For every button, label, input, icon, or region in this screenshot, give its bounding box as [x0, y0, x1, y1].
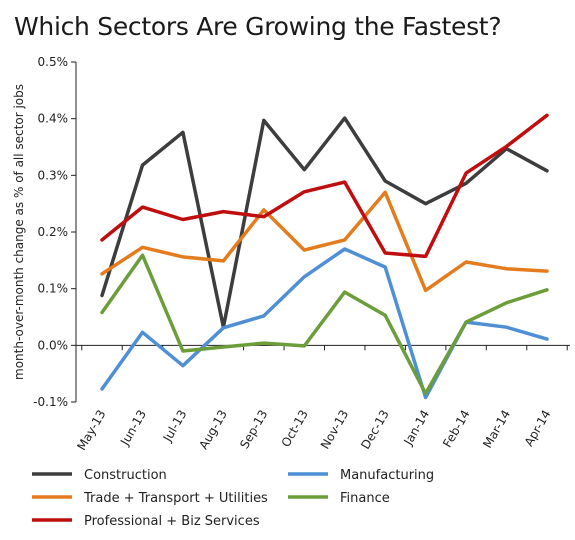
series-line-finance — [100, 253, 549, 396]
series-line-manufacturing — [100, 247, 549, 400]
y-tick-label: -0.1% — [33, 395, 68, 409]
x-tick-labels: May-13 Jun-13 Jul-13 Aug-13 Sep-13 Oct-13 Nov-… — [74, 407, 553, 452]
legend-label: Professional + Biz Services — [84, 514, 260, 529]
x-tick-label: Sep-13 — [237, 408, 270, 452]
y-tick-label: 0.3% — [38, 168, 69, 182]
legend-label: Trade + Transport + Utilities — [83, 491, 268, 506]
y-tick-label: 0.0% — [38, 338, 69, 352]
x-tick-label: Oct-13 — [279, 408, 311, 450]
legend: Construction Manufacturing Trade + Transpo… — [32, 468, 434, 529]
y-axis-label: month-over-month change as % of all sect… — [12, 84, 26, 380]
x-tick-label: Jan-14 — [401, 408, 433, 449]
series-line-trade-transport-utilities — [100, 190, 549, 293]
x-tick-label: Feb-14 — [440, 408, 473, 450]
x-tick-label: Aug-13 — [196, 408, 230, 452]
series-line-professional-biz-services — [100, 113, 549, 259]
x-tick-label: May-13 — [74, 408, 108, 453]
y-tick-label: 0.2% — [38, 225, 69, 239]
legend-label: Manufacturing — [340, 468, 434, 483]
chart-title: Which Sectors Are Growing the Fastest? — [14, 12, 502, 41]
series-line-construction — [100, 116, 549, 329]
x-tick-label: Jul-13 — [160, 408, 190, 445]
x-tick-label: Mar-14 — [480, 407, 513, 450]
x-tick-label: Dec-13 — [358, 408, 392, 452]
x-tick-label: Apr-14 — [522, 408, 554, 449]
legend-label: Construction — [84, 468, 167, 483]
y-tick-label: 0.1% — [38, 282, 69, 296]
y-tick-label: 0.4% — [38, 112, 69, 126]
x-tick-label: Jun-13 — [117, 408, 149, 449]
legend-label: Finance — [340, 491, 390, 506]
x-tick-label: Nov-13 — [318, 408, 351, 452]
series-lines — [100, 113, 549, 400]
y-tick-label: 0.5% — [38, 55, 69, 69]
